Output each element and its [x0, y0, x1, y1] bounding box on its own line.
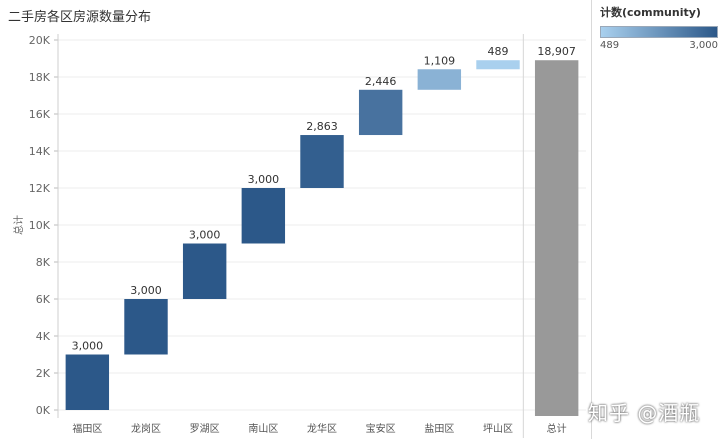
chart-title: 二手房各区房源数量分布 — [8, 10, 152, 25]
legend-min-label: 489 — [600, 40, 620, 51]
y-tick-label: 12K — [29, 182, 51, 195]
y-tick-label: 14K — [29, 145, 51, 158]
bar-1 — [65, 354, 110, 410]
value-label: 3,000 — [130, 284, 162, 297]
legend-gradient-bar — [600, 26, 718, 38]
x-tick-label: 盐田区 — [424, 422, 454, 435]
x-tick-label: 福田区 — [72, 422, 102, 435]
value-label: 2,446 — [365, 75, 397, 88]
total-bar — [534, 60, 579, 417]
watermark: 知乎 @酒瓶 — [588, 401, 701, 425]
x-tick-label-total: 总计 — [547, 422, 567, 435]
y-tick-label: 4K — [36, 330, 51, 343]
value-label: 2,863 — [306, 120, 338, 133]
x-tick-label: 龙岗区 — [131, 422, 161, 435]
bar-7 — [417, 69, 462, 90]
y-tick-label: 2K — [36, 367, 51, 380]
bar-5 — [300, 135, 344, 188]
bar-2 — [124, 299, 168, 355]
x-tick-label: 宝安区 — [366, 422, 396, 435]
bar-4 — [241, 188, 286, 244]
gridlines — [58, 34, 586, 438]
color-legend: 计数(community) 489 3,000 — [600, 4, 718, 51]
y-axis: 0K 2K 4K 6K 8K 10K 12K 14K 16K 18K 20K — [29, 34, 59, 418]
value-labels: 3,000 3,000 3,000 3,000 2,863 2,446 1,109 489 18… — [72, 45, 576, 352]
y-tick-label: 8K — [36, 256, 51, 269]
bars — [65, 60, 579, 417]
value-label: 3,000 — [72, 340, 104, 353]
panel-divider — [591, 0, 592, 439]
bar-8 — [476, 60, 520, 70]
y-tick-label: 0K — [36, 404, 51, 417]
y-axis-title: 总计 — [12, 215, 25, 235]
x-tick-label: 龙华区 — [307, 422, 337, 435]
y-tick-label: 10K — [29, 219, 51, 232]
value-label: 489 — [488, 45, 509, 58]
legend-max-label: 3,000 — [689, 40, 718, 51]
bar-6 — [358, 89, 403, 136]
x-tick-label: 南山区 — [248, 422, 278, 435]
legend-title: 计数(community) — [600, 6, 701, 19]
value-label: 3,000 — [189, 229, 221, 242]
y-tick-label: 18K — [29, 71, 51, 84]
x-tick-label: 罗湖区 — [190, 423, 220, 435]
value-label: 1,109 — [424, 54, 456, 67]
total-value-label: 18,907 — [537, 45, 576, 58]
bar-3 — [182, 243, 227, 299]
x-axis: 福田区 龙岗区 罗湖区 南山区 龙华区 宝安区 盐田区 坪山区 总计 — [72, 422, 566, 435]
y-tick-label: 20K — [29, 34, 51, 47]
value-label: 3,000 — [248, 173, 280, 186]
y-tick-label: 6K — [36, 293, 51, 306]
x-tick-label: 坪山区 — [483, 422, 513, 435]
y-tick-label: 16K — [29, 108, 51, 121]
